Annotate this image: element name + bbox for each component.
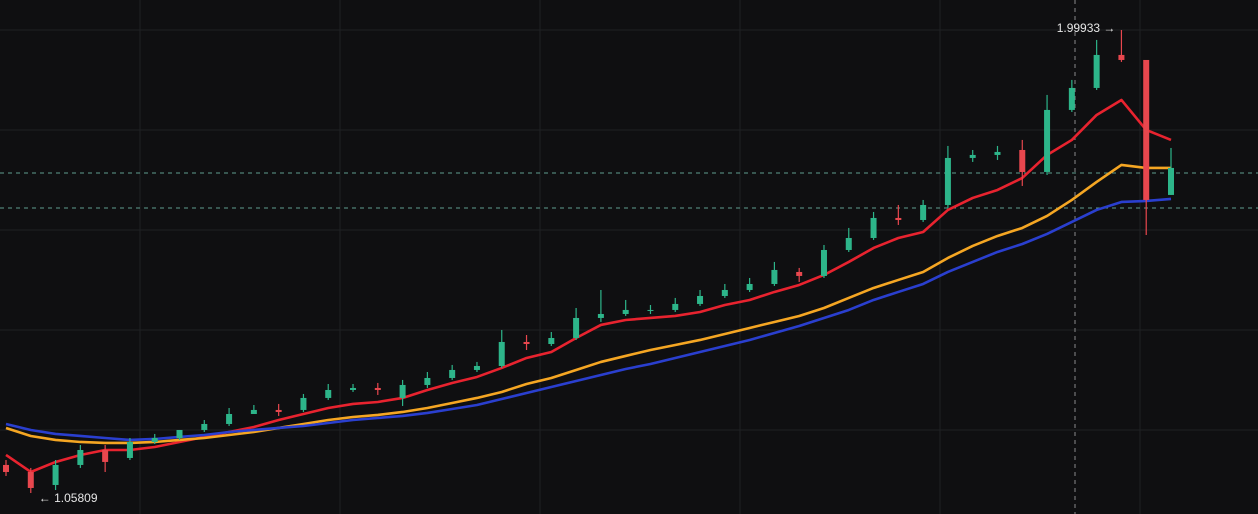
candle-body (771, 269, 778, 284)
candle-body (573, 317, 580, 338)
candle-body (52, 464, 59, 485)
candle-body (697, 295, 704, 304)
candle-body (275, 409, 282, 412)
candle-body (969, 154, 976, 158)
candle-body (424, 377, 431, 385)
candle-body (796, 271, 803, 276)
candle-body (399, 384, 406, 398)
high-label: 1.99933 → (1057, 21, 1116, 35)
candle-body (920, 204, 927, 220)
candle-body (820, 249, 827, 276)
candle-body (1168, 167, 1174, 195)
candle-body (721, 289, 728, 296)
candle-body (102, 450, 109, 462)
candle-body (895, 217, 902, 220)
candle-body (845, 237, 852, 250)
candle-body (672, 303, 679, 310)
candle-body (226, 413, 233, 424)
candle-body (473, 365, 480, 370)
candle-body (1118, 54, 1125, 60)
candle-body (746, 283, 753, 290)
candle-body (622, 309, 629, 314)
candle-body (944, 157, 951, 205)
candle-body (250, 409, 257, 414)
candle-body (597, 313, 604, 318)
moving-average (5, 163, 1171, 445)
candle-body (1019, 149, 1026, 172)
candle-body (1143, 59, 1150, 200)
candle-body (77, 450, 84, 465)
candle-body (498, 341, 505, 366)
candle-body (1044, 109, 1051, 172)
low-label: ← 1.05809 (39, 491, 98, 505)
candle-body (374, 387, 381, 390)
candle-body (27, 471, 34, 488)
candle-body (870, 217, 877, 238)
candle-body (994, 151, 1001, 155)
candle-body (350, 387, 357, 390)
candle-body (1093, 54, 1100, 88)
candle-body (1068, 87, 1075, 110)
candle-body (449, 369, 456, 378)
candle-body (548, 337, 555, 344)
candle-body (151, 437, 158, 442)
candle-body (325, 389, 332, 398)
candle-body (3, 464, 9, 472)
moving-average (5, 197, 1172, 442)
candle-body (647, 309, 654, 311)
candle-body (300, 397, 307, 410)
candle-body (523, 341, 530, 344)
candle-body (126, 441, 133, 458)
candle-body (201, 423, 208, 430)
candle-body (176, 429, 183, 438)
